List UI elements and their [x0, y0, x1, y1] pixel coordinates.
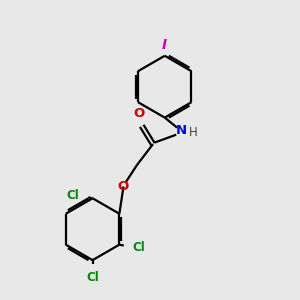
- Text: Cl: Cl: [133, 241, 146, 254]
- Text: Cl: Cl: [86, 271, 99, 284]
- Text: O: O: [134, 107, 145, 120]
- Text: H: H: [189, 126, 198, 139]
- Text: I: I: [162, 38, 167, 52]
- Text: N: N: [176, 124, 187, 137]
- Text: O: O: [118, 180, 129, 193]
- Text: Cl: Cl: [67, 189, 79, 202]
